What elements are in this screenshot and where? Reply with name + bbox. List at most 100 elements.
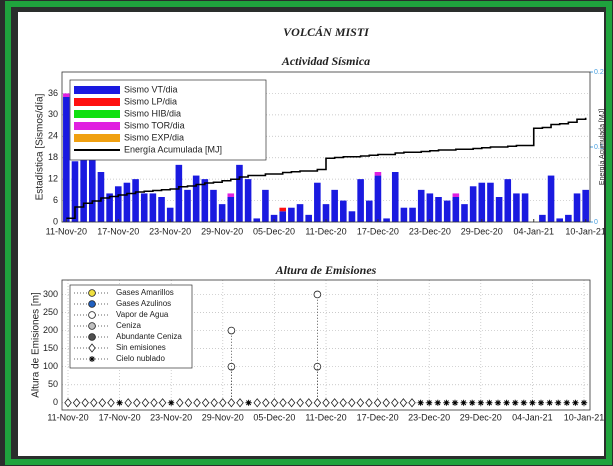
- bar: [375, 176, 382, 222]
- x-tick-label: 17-Nov-20: [99, 412, 141, 422]
- y2-tick-label: 0.2: [594, 69, 604, 76]
- bar: [279, 211, 286, 222]
- bar: [556, 218, 563, 222]
- x-tick-label: 05-Dec-20: [253, 412, 295, 422]
- bar: [375, 172, 382, 176]
- marker: [495, 400, 501, 406]
- legend-label: Gases Azulinos: [116, 299, 171, 308]
- legend-label: Sismo HIB/dia: [124, 108, 181, 118]
- bar: [357, 179, 364, 222]
- x-tick-label: 11-Dec-20: [305, 226, 346, 236]
- legend-label: Sismo EXP/dia: [124, 132, 184, 142]
- bar: [63, 97, 70, 222]
- marker: [452, 400, 458, 406]
- bar: [487, 183, 494, 222]
- bar: [349, 211, 356, 222]
- marker: [547, 400, 553, 406]
- screenshot: VOLCÁN MISTI Actividad Sísmica0612182430…: [0, 0, 613, 466]
- marker: [504, 400, 510, 406]
- bar: [548, 176, 555, 222]
- bar: [453, 193, 460, 197]
- legend-label: Ceniza: [116, 321, 141, 330]
- marker: [521, 400, 527, 406]
- y-tick-label: 200: [43, 325, 58, 335]
- legend-label: Sin emisiones: [116, 343, 166, 352]
- legend-swatch: [74, 98, 120, 106]
- y-tick-label: 30: [48, 109, 58, 119]
- bar: [565, 215, 572, 222]
- marker: [469, 400, 475, 406]
- legend-marker: [89, 301, 96, 308]
- legend-swatch: [74, 86, 120, 94]
- marker: [564, 400, 570, 406]
- marker: [478, 400, 484, 406]
- bar: [453, 197, 460, 222]
- bar: [435, 197, 442, 222]
- y-tick-label: 50: [48, 379, 58, 389]
- legend-label: Vapor de Agua: [116, 310, 169, 319]
- x-tick-label: 05-Dec-20: [253, 226, 295, 236]
- legend-marker: [89, 290, 96, 297]
- bar: [279, 208, 286, 212]
- x-tick-label: 23-Dec-20: [408, 412, 450, 422]
- bar: [513, 193, 520, 222]
- bar: [141, 193, 148, 222]
- x-tick-label: 23-Dec-20: [409, 226, 451, 236]
- x-tick-label: 23-Nov-20: [150, 412, 192, 422]
- bar: [366, 201, 373, 222]
- bar: [124, 183, 131, 222]
- bar: [80, 154, 87, 222]
- bar: [392, 172, 399, 222]
- y-tick-label: 250: [43, 307, 58, 317]
- bar: [158, 197, 165, 222]
- marker: [435, 400, 441, 406]
- bar: [409, 208, 416, 222]
- marker: [538, 400, 544, 406]
- bar: [115, 186, 122, 222]
- bar: [427, 193, 434, 222]
- bar: [210, 190, 217, 222]
- bar: [314, 183, 321, 222]
- marker: [314, 291, 321, 298]
- legend-marker: [89, 356, 95, 362]
- x-tick-label: 04-Jan-21: [512, 412, 553, 422]
- marker: [572, 400, 578, 406]
- bar: [202, 179, 209, 222]
- bar: [418, 190, 425, 222]
- y-axis-label: Estadística [Sismos/día]: [35, 93, 46, 200]
- legend-marker: [89, 334, 96, 341]
- x-tick-label: 23-Nov-20: [149, 226, 191, 236]
- legend-label: Gases Amarillos: [116, 288, 174, 297]
- bar: [227, 193, 234, 197]
- bar: [305, 215, 312, 222]
- bar: [496, 197, 503, 222]
- legend-swatch: [74, 122, 120, 130]
- x-tick-label: 11-Nov-20: [47, 412, 88, 422]
- y-tick-label: 6: [53, 195, 58, 205]
- bar: [98, 172, 105, 222]
- legend-marker: [89, 323, 96, 330]
- bar: [236, 165, 243, 222]
- legend-swatch: [74, 110, 120, 118]
- y-axis-label: Altura de Emisiones [m]: [31, 292, 42, 398]
- legend-label: Sismo LP/dia: [124, 96, 177, 106]
- x-tick-label: 11-Nov-20: [46, 226, 87, 236]
- bar: [227, 197, 234, 222]
- bar: [539, 215, 546, 222]
- x-tick-label: 29-Dec-20: [461, 226, 503, 236]
- y2-tick-label: 0: [594, 219, 598, 226]
- bar: [184, 190, 191, 222]
- y-tick-label: 12: [48, 174, 58, 184]
- y-tick-label: 0: [53, 216, 58, 226]
- x-tick-label: 29-Nov-20: [201, 226, 243, 236]
- bar: [401, 208, 408, 222]
- marker: [486, 400, 492, 406]
- bar: [150, 193, 157, 222]
- x-tick-label: 29-Dec-20: [460, 412, 502, 422]
- legend-label: Sismo TOR/dia: [124, 120, 185, 130]
- page-title: VOLCÁN MISTI: [283, 25, 370, 39]
- bar: [504, 179, 511, 222]
- bar: [522, 193, 529, 222]
- y-tick-label: 24: [48, 131, 58, 141]
- bar: [193, 176, 200, 222]
